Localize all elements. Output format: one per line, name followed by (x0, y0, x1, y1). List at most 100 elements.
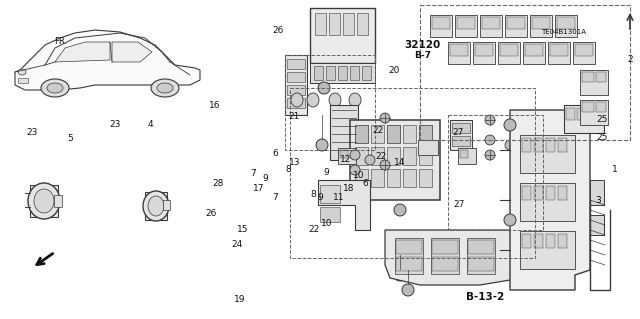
Bar (448, 115, 543, 230)
Bar (432, 17, 450, 29)
Bar (357, 13, 368, 35)
Bar (530, 15, 552, 37)
Ellipse shape (485, 135, 495, 145)
Polygon shape (510, 110, 590, 290)
Bar (580, 70, 608, 95)
Bar (452, 123, 470, 133)
Text: 23: 23 (26, 128, 38, 137)
Bar (468, 240, 494, 254)
Polygon shape (15, 30, 200, 90)
Bar (396, 257, 422, 271)
Bar (362, 66, 371, 80)
Text: 6: 6 (362, 179, 367, 188)
Bar (590, 180, 604, 205)
Bar (455, 15, 477, 37)
Ellipse shape (402, 284, 414, 296)
Ellipse shape (485, 115, 495, 125)
Bar (396, 240, 422, 254)
Bar (419, 147, 432, 165)
Text: 20: 20 (388, 66, 399, 75)
Bar (350, 120, 440, 200)
Bar (520, 231, 575, 269)
Bar (582, 102, 594, 112)
Bar (387, 125, 400, 143)
Bar (418, 140, 438, 155)
Bar (534, 138, 543, 152)
Bar (550, 44, 568, 56)
Bar (520, 135, 575, 173)
Bar (558, 138, 567, 152)
Bar (326, 66, 335, 80)
Bar (468, 257, 494, 271)
Bar (452, 136, 470, 146)
Ellipse shape (28, 183, 60, 219)
Text: B-13-2: B-13-2 (466, 292, 504, 302)
Ellipse shape (318, 82, 330, 94)
Ellipse shape (157, 83, 173, 93)
Ellipse shape (41, 79, 69, 97)
Bar (580, 100, 608, 125)
Bar (355, 125, 368, 143)
Bar (507, 17, 525, 29)
Bar (387, 125, 400, 143)
Bar (520, 183, 575, 221)
Bar (340, 150, 348, 158)
Bar (330, 105, 358, 160)
Polygon shape (112, 42, 152, 62)
Text: 10: 10 (321, 219, 332, 228)
Bar (314, 66, 323, 80)
Bar (287, 98, 305, 108)
Bar (522, 234, 531, 248)
Bar (387, 169, 400, 187)
Text: B-7: B-7 (414, 51, 431, 60)
Bar (482, 17, 500, 29)
Bar (557, 17, 575, 29)
Ellipse shape (349, 93, 361, 107)
Text: 2: 2 (628, 55, 633, 63)
Bar (287, 72, 305, 82)
Text: 13: 13 (289, 158, 300, 167)
Ellipse shape (350, 150, 360, 160)
Text: 7: 7 (250, 169, 255, 178)
Bar (395, 238, 423, 274)
Ellipse shape (316, 139, 328, 151)
Bar (315, 13, 326, 35)
Bar (329, 13, 340, 35)
Bar (310, 8, 375, 63)
Bar (498, 42, 520, 64)
Text: 19: 19 (234, 295, 246, 304)
Bar (475, 44, 493, 56)
Bar (522, 138, 531, 152)
Bar (371, 169, 384, 187)
Text: 17: 17 (253, 184, 265, 193)
Bar (590, 215, 604, 235)
Text: 1: 1 (612, 165, 617, 174)
Ellipse shape (380, 113, 390, 123)
Text: 21: 21 (289, 112, 300, 121)
Ellipse shape (365, 155, 375, 165)
Bar (419, 125, 432, 143)
Bar (458, 148, 476, 164)
Text: FR.: FR. (54, 37, 67, 46)
Bar (287, 59, 305, 69)
Bar (350, 66, 359, 80)
Text: 25: 25 (596, 133, 607, 142)
Ellipse shape (34, 189, 54, 213)
Ellipse shape (148, 196, 164, 216)
Bar (457, 17, 475, 29)
Bar (371, 147, 384, 165)
Text: 26: 26 (205, 209, 217, 218)
Text: 26: 26 (273, 26, 284, 35)
Text: 6: 6 (273, 149, 278, 158)
Ellipse shape (504, 214, 516, 226)
Text: 15: 15 (237, 225, 249, 234)
Bar (18, 78, 28, 83)
Bar (525, 44, 543, 56)
Bar (54, 195, 62, 207)
Text: 7: 7 (273, 193, 278, 202)
Bar (460, 150, 468, 158)
Ellipse shape (380, 160, 390, 170)
Text: 9: 9 (317, 193, 323, 202)
Bar (548, 42, 570, 64)
Ellipse shape (485, 150, 495, 160)
